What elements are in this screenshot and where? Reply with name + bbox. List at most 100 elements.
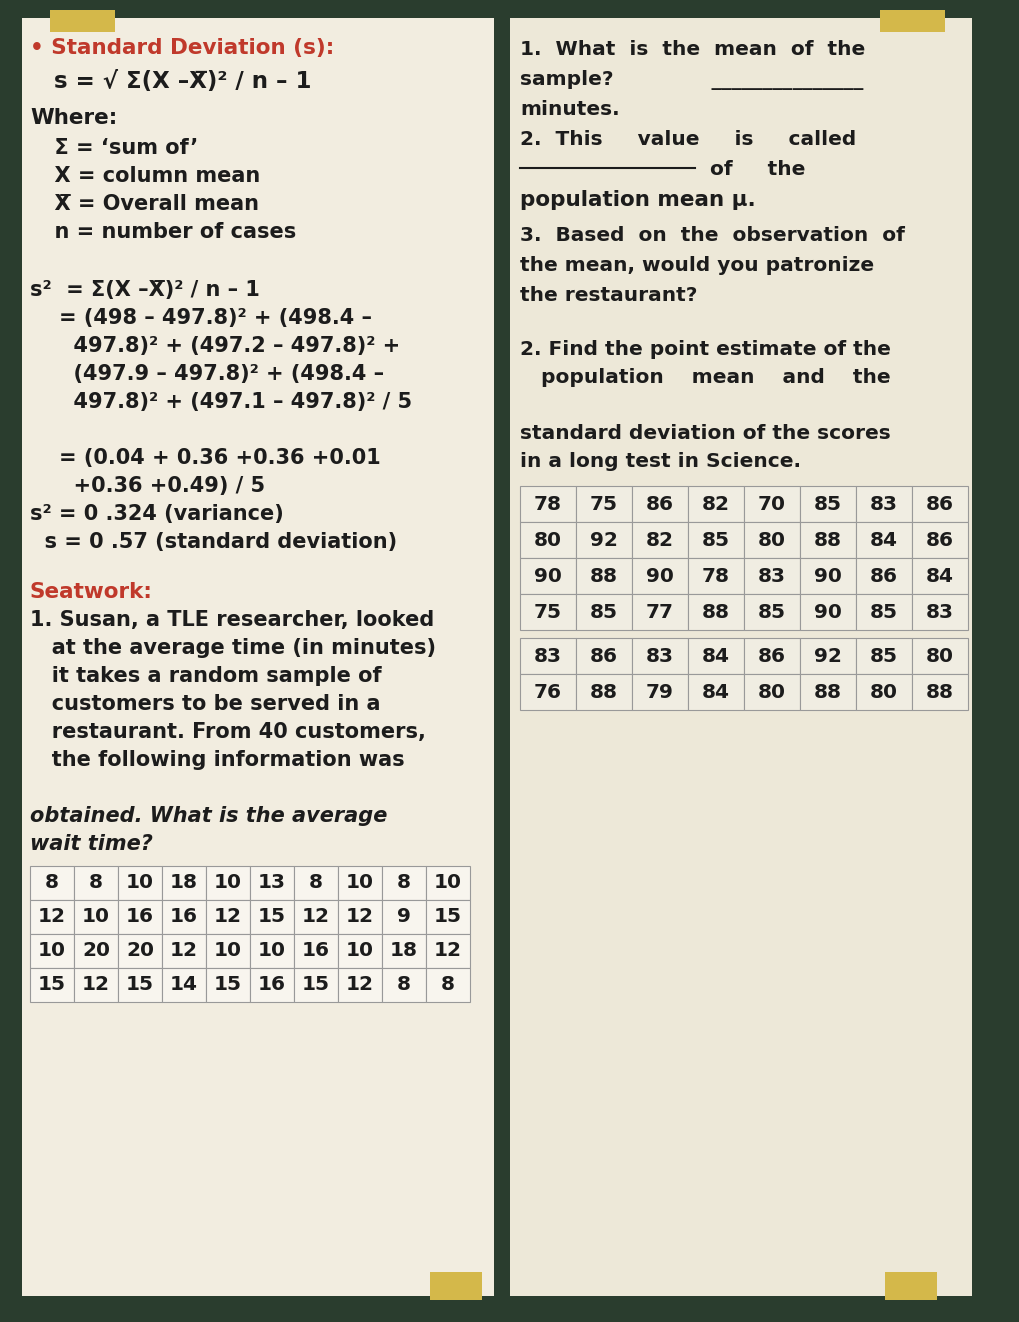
Bar: [293, 968, 337, 1002]
Bar: [743, 674, 799, 710]
Text: 79: 79: [645, 682, 674, 702]
Text: 80: 80: [869, 682, 897, 702]
Text: 92: 92: [813, 646, 841, 665]
Text: = (498 – 497.8)² + (498.4 –: = (498 – 497.8)² + (498.4 –: [30, 308, 372, 328]
Bar: [855, 674, 911, 710]
Text: 86: 86: [589, 646, 618, 665]
Bar: [688, 594, 743, 631]
Text: 12: 12: [302, 907, 330, 927]
Text: 16: 16: [170, 907, 198, 927]
Bar: [50, 11, 115, 32]
Text: 88: 88: [925, 682, 953, 702]
Text: 8: 8: [396, 874, 411, 892]
Bar: [520, 639, 576, 674]
Text: 15: 15: [38, 976, 66, 994]
Text: 12: 12: [433, 941, 462, 961]
Bar: [337, 866, 382, 900]
Text: 20: 20: [126, 941, 154, 961]
Text: 18: 18: [389, 941, 418, 961]
Bar: [250, 900, 293, 935]
Text: 18: 18: [170, 874, 198, 892]
Bar: [74, 866, 118, 900]
Bar: [118, 900, 162, 935]
Bar: [520, 674, 576, 710]
Text: 83: 83: [534, 646, 561, 665]
Text: 80: 80: [757, 530, 786, 550]
Text: 75: 75: [589, 494, 618, 513]
Text: 88: 88: [589, 567, 618, 586]
Text: 497.8)² + (497.2 – 497.8)² +: 497.8)² + (497.2 – 497.8)² +: [30, 336, 399, 356]
Text: population    mean    and    the: population mean and the: [520, 368, 890, 387]
Text: customers to be served in a: customers to be served in a: [30, 694, 380, 714]
Bar: [911, 486, 967, 522]
Text: 15: 15: [433, 907, 462, 927]
Bar: [426, 968, 470, 1002]
Text: 497.8)² + (497.1 – 497.8)² / 5: 497.8)² + (497.1 – 497.8)² / 5: [30, 393, 412, 412]
Text: 80: 80: [925, 646, 953, 665]
Bar: [576, 674, 632, 710]
Bar: [576, 558, 632, 594]
Bar: [520, 594, 576, 631]
Text: 85: 85: [757, 603, 786, 621]
Bar: [855, 558, 911, 594]
Text: standard deviation of the scores: standard deviation of the scores: [520, 424, 890, 443]
Text: 77: 77: [645, 603, 674, 621]
Text: 12: 12: [82, 976, 110, 994]
Bar: [520, 558, 576, 594]
Text: 1.  What  is  the  mean  of  the: 1. What is the mean of the: [520, 40, 864, 59]
Text: at the average time (in minutes): at the average time (in minutes): [30, 639, 435, 658]
Bar: [799, 522, 855, 558]
Bar: [576, 486, 632, 522]
Text: 8: 8: [309, 874, 323, 892]
Text: 10: 10: [126, 874, 154, 892]
Text: s²  = Σ(X –X̅)² / n – 1: s² = Σ(X –X̅)² / n – 1: [30, 280, 260, 300]
Bar: [74, 900, 118, 935]
Text: of     the: of the: [709, 160, 805, 178]
Bar: [162, 866, 206, 900]
Text: 84: 84: [869, 530, 897, 550]
Bar: [632, 674, 688, 710]
Text: s = √ Σ(X –X̅)² / n – 1: s = √ Σ(X –X̅)² / n – 1: [54, 70, 311, 93]
Bar: [799, 639, 855, 674]
Bar: [520, 522, 576, 558]
Bar: [688, 486, 743, 522]
Text: +0.36 +0.49) / 5: +0.36 +0.49) / 5: [30, 476, 265, 496]
Bar: [118, 866, 162, 900]
Text: 86: 86: [925, 494, 953, 513]
Text: 80: 80: [534, 530, 561, 550]
Bar: [688, 558, 743, 594]
Bar: [30, 900, 74, 935]
Text: 8: 8: [396, 976, 411, 994]
Bar: [520, 486, 576, 522]
Bar: [337, 935, 382, 968]
Text: 8: 8: [440, 976, 454, 994]
Text: 83: 83: [645, 646, 674, 665]
Bar: [382, 968, 426, 1002]
Bar: [688, 522, 743, 558]
Text: 84: 84: [701, 682, 730, 702]
Bar: [911, 522, 967, 558]
Text: the mean, would you patronize: the mean, would you patronize: [520, 256, 873, 275]
Bar: [382, 935, 426, 968]
Text: 2. Find the point estimate of the: 2. Find the point estimate of the: [520, 340, 890, 360]
Text: 84: 84: [925, 567, 953, 586]
Text: 10: 10: [82, 907, 110, 927]
Text: in a long test in Science.: in a long test in Science.: [520, 452, 800, 471]
Text: 76: 76: [534, 682, 561, 702]
Bar: [743, 522, 799, 558]
Text: 15: 15: [302, 976, 330, 994]
Bar: [743, 558, 799, 594]
Bar: [250, 968, 293, 1002]
Bar: [688, 674, 743, 710]
Text: 88: 88: [813, 682, 841, 702]
Text: 85: 85: [589, 603, 618, 621]
Bar: [430, 1272, 482, 1300]
Bar: [293, 900, 337, 935]
Text: wait time?: wait time?: [30, 834, 153, 854]
Text: 85: 85: [869, 603, 897, 621]
Text: 12: 12: [170, 941, 198, 961]
Bar: [382, 866, 426, 900]
Text: 92: 92: [589, 530, 618, 550]
Text: = (0.04 + 0.36 +0.36 +0.01: = (0.04 + 0.36 +0.36 +0.01: [30, 448, 380, 468]
Bar: [855, 486, 911, 522]
